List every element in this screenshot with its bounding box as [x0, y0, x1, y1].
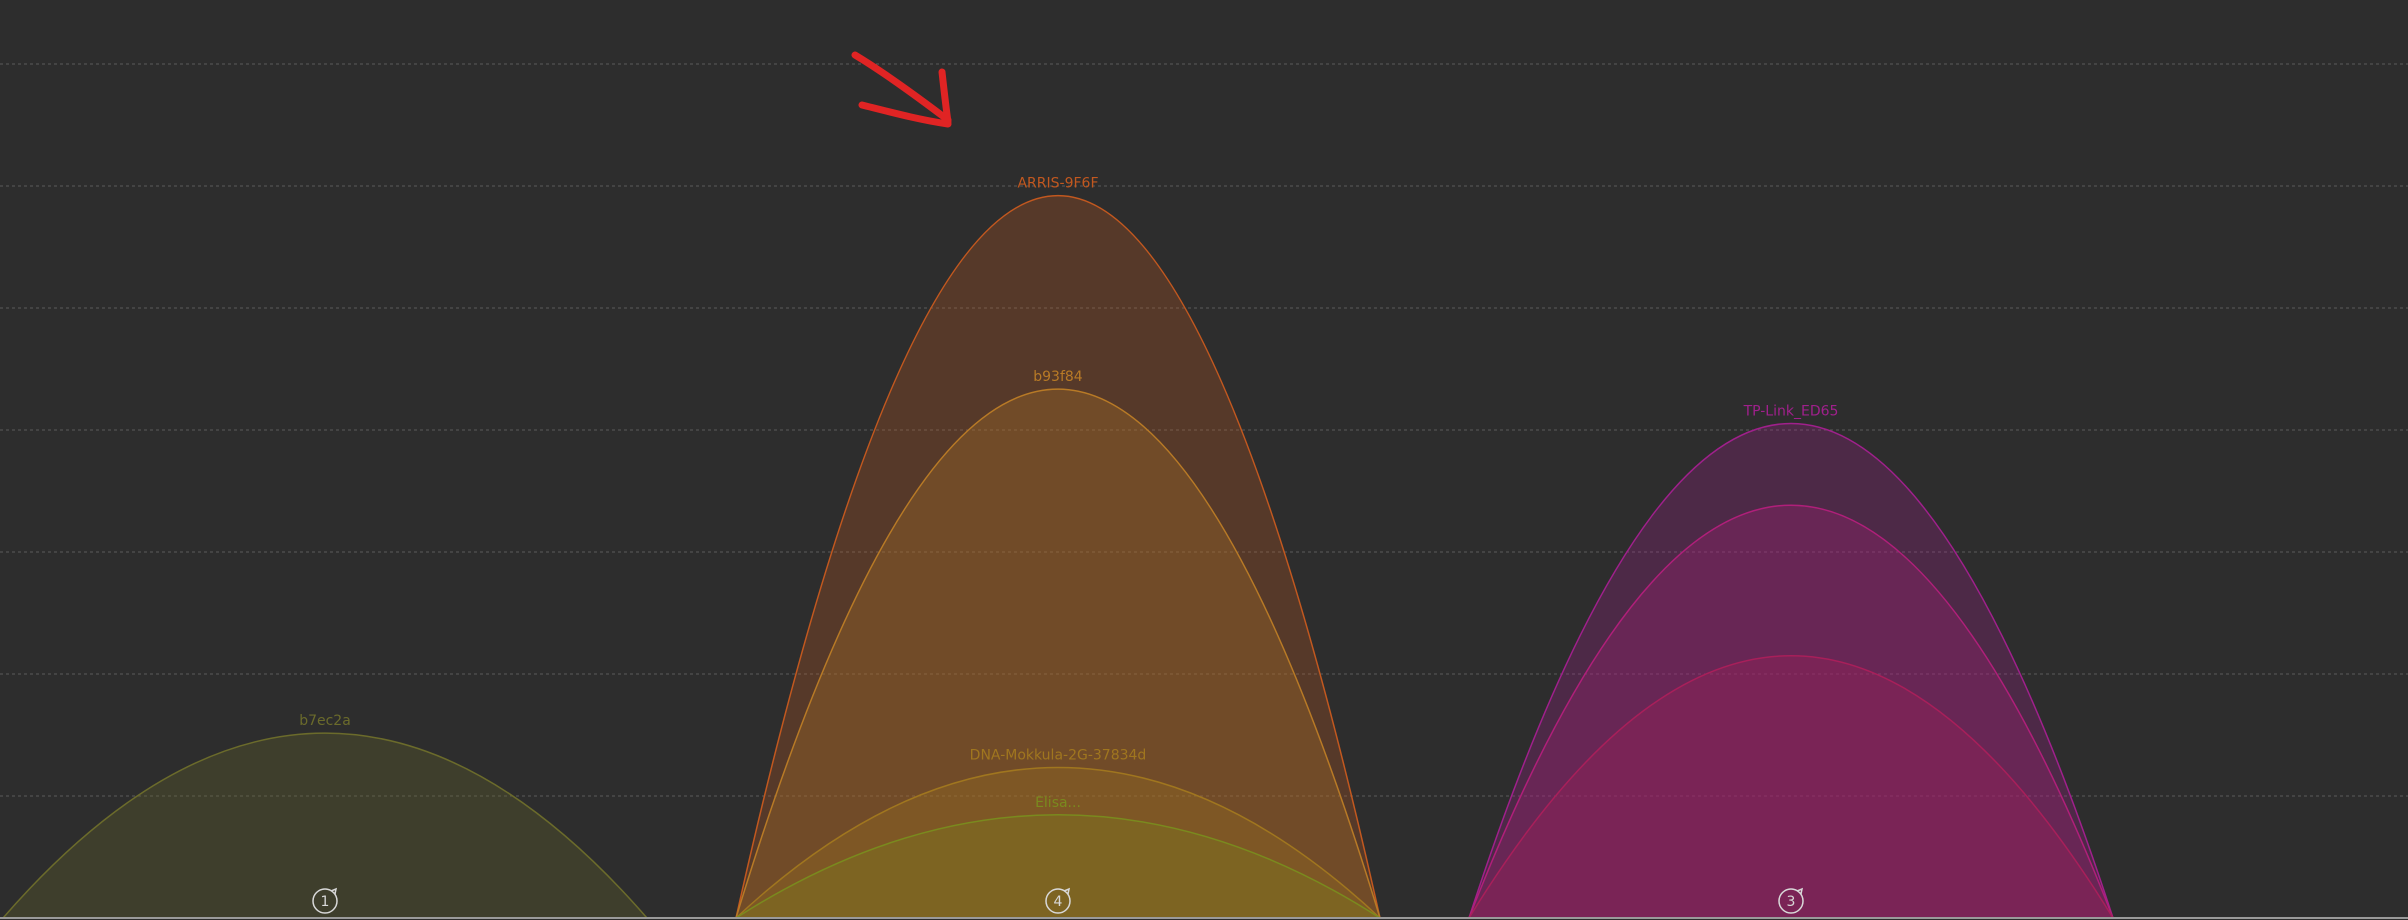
network-curve[interactable] — [1467, 504, 2115, 919]
channel-marker[interactable]: 4 — [1045, 887, 1071, 914]
network-label: Elisa... — [1035, 795, 1081, 811]
network-label: TP-Link_ED65 — [1743, 404, 1839, 420]
channel-marker[interactable]: 1 — [312, 887, 338, 914]
network-label: ARRIS-9F6F — [1017, 176, 1098, 192]
network-labels: b7ec2a ARRIS-9F6F b93f84 DNA-Mokkula-2G-378… — [299, 176, 1838, 811]
network-label: b93f84 — [1033, 369, 1083, 385]
network-curve[interactable] — [1467, 423, 2115, 919]
network-curve[interactable] — [1, 732, 649, 919]
channel-number: 3 — [1787, 894, 1796, 910]
annotation-arrow-icon — [851, 51, 952, 128]
gridlines — [0, 63, 2408, 797]
refresh-icon — [1045, 888, 1071, 914]
network-curve[interactable] — [734, 766, 1382, 919]
channel-number: 4 — [1054, 894, 1063, 910]
network-curves — [1, 195, 2115, 919]
network-curve[interactable] — [734, 388, 1382, 919]
refresh-icon — [1778, 888, 1804, 914]
refresh-arrow-icon — [1063, 887, 1071, 895]
channel-markers: 1 4 3 — [312, 887, 1804, 914]
network-curve[interactable] — [735, 195, 1381, 919]
channel-number: 1 — [321, 894, 330, 910]
network-label: b7ec2a — [299, 713, 351, 729]
channel-marker[interactable]: 3 — [1778, 887, 1804, 914]
network-curve[interactable] — [1467, 655, 2115, 919]
refresh-arrow-icon — [1796, 887, 1804, 895]
network-curve[interactable] — [733, 814, 1383, 919]
network-label: DNA-Mokkula-2G-37834d — [970, 748, 1147, 764]
refresh-icon — [312, 888, 338, 914]
refresh-arrow-icon — [330, 887, 338, 895]
